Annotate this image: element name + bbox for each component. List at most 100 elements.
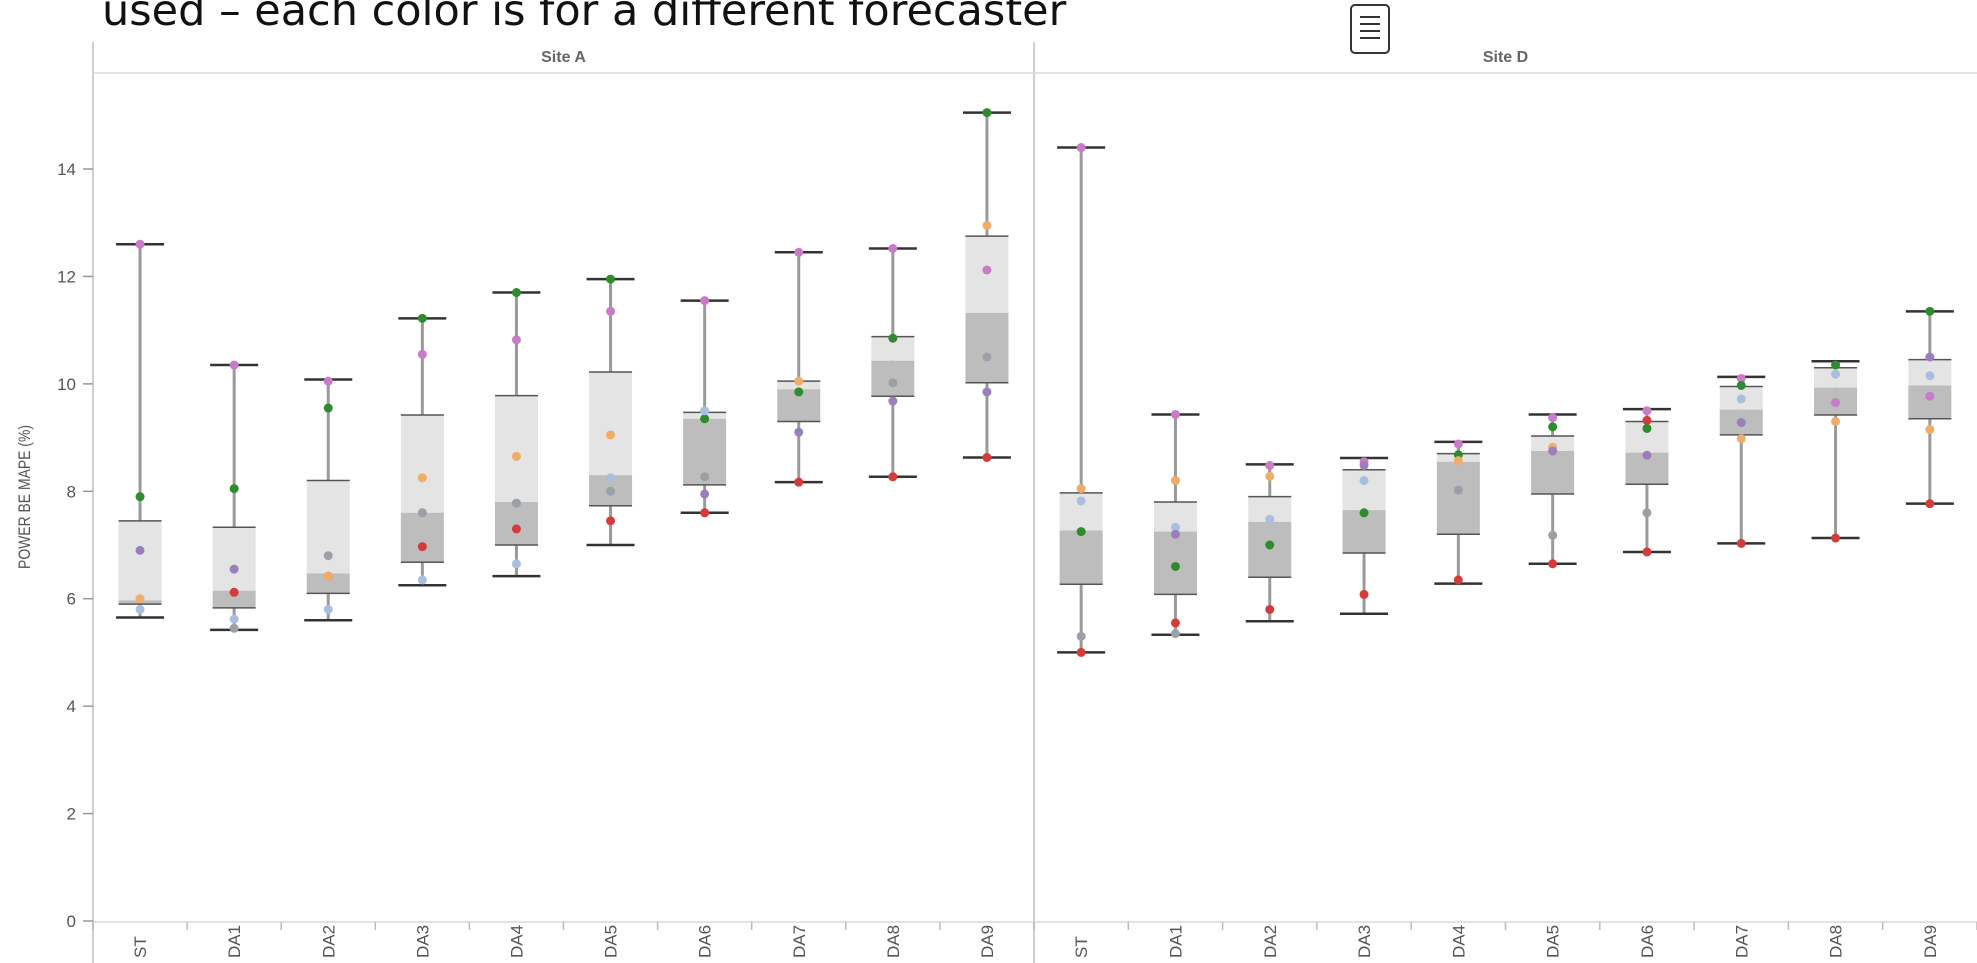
box-upper [965,236,1009,313]
forecaster-point [888,243,898,253]
forecaster-point [229,587,239,597]
forecaster-point [135,604,145,614]
forecaster-point [700,414,710,424]
forecaster-point [1453,575,1463,585]
forecaster-point [606,516,616,526]
forecaster-point [1076,631,1086,641]
y-tick-label: 14 [57,160,76,179]
forecaster-point [1831,369,1841,379]
forecaster-point [1548,413,1558,423]
forecaster-point [229,484,239,494]
forecaster-point [794,376,804,386]
forecaster-point [1076,647,1086,657]
x-tick-label: DA8 [1827,925,1846,958]
forecaster-point [982,265,992,275]
forecaster-point [606,306,616,316]
forecaster-point [1548,530,1558,540]
forecaster-point [700,508,710,518]
forecaster-point [135,492,145,502]
forecaster-point [229,564,239,574]
forecaster-point [1359,589,1369,599]
forecaster-point [1642,508,1652,518]
forecaster-point [323,571,333,581]
forecaster-point [606,430,616,440]
forecaster-point [1359,476,1369,486]
forecaster-point [229,614,239,624]
forecaster-point [417,349,427,359]
forecaster-point [888,472,898,482]
x-tick-label: DA3 [413,925,432,958]
y-tick-label: 8 [67,482,76,501]
forecaster-point [982,452,992,462]
forecaster-point [1925,352,1935,362]
x-tick-label: ST [1072,936,1091,958]
forecaster-point [794,427,804,437]
x-tick-label: DA3 [1355,925,1374,958]
box-lower [306,573,350,594]
forecaster-point [1359,461,1369,471]
x-tick-label: DA1 [225,925,244,958]
x-tick-label: DA6 [696,925,715,958]
x-tick-label: DA7 [1732,925,1751,958]
forecaster-point [417,508,427,518]
forecaster-point [323,403,333,413]
forecaster-point [1076,484,1086,494]
caption-text: used – each color is for a different for… [102,0,1067,36]
forecaster-point [1453,485,1463,495]
forecaster-point [1642,415,1652,425]
forecaster-point [1548,422,1558,432]
forecaster-point [1170,522,1180,532]
forecaster-point [1076,143,1086,153]
forecaster-point [794,387,804,397]
forecaster-point [1359,508,1369,518]
box-upper [212,527,256,591]
forecaster-point [888,333,898,343]
y-tick-label: 12 [57,267,76,286]
axes-layer: 0 2 4 6 8 10 12 14 [57,42,1977,963]
forecaster-point [1076,527,1086,537]
box-upper [400,415,444,513]
y-tick-label: 0 [67,912,76,931]
forecaster-point [135,545,145,555]
forecaster-point [1736,380,1746,390]
y-tick-label: 6 [67,590,76,609]
forecaster-point [1265,471,1275,481]
y-axis-label: POWER BE MAPE (%) [16,425,35,569]
forecaster-point [606,486,616,496]
forecaster-point [1265,514,1275,524]
forecaster-point [1831,533,1841,543]
forecaster-point [1642,547,1652,557]
forecaster-point [1170,618,1180,628]
forecaster-point [700,489,710,499]
forecaster-point [888,378,898,388]
panel-title: Site D [1483,49,1528,66]
forecaster-point [982,352,992,362]
forecaster-point [417,542,427,552]
x-tick-label: DA8 [884,925,903,958]
forecaster-point [1265,461,1275,471]
x-tick-label: DA2 [1261,925,1280,958]
forecaster-point [1925,391,1935,401]
box-lower [494,502,538,545]
forecaster-point [417,473,427,483]
forecaster-point [417,575,427,585]
forecaster-point [1548,446,1558,456]
forecaster-point [511,335,521,345]
forecaster-point [1925,499,1935,509]
forecaster-point [1170,476,1180,486]
forecaster-point [229,623,239,633]
document-icon[interactable] [1350,4,1390,54]
forecaster-point [982,108,992,118]
forecaster-point [1925,371,1935,381]
x-tick-label: DA9 [978,925,997,958]
forecaster-point [1170,529,1180,539]
forecaster-point [794,247,804,257]
forecaster-point [1076,496,1086,506]
forecaster-point [229,360,239,370]
forecaster-point [1736,394,1746,404]
box-lower [400,512,444,563]
box-lower [1531,451,1575,494]
forecaster-point [1831,416,1841,426]
x-tick-label: DA5 [1544,925,1563,958]
box-lower [1908,385,1952,419]
